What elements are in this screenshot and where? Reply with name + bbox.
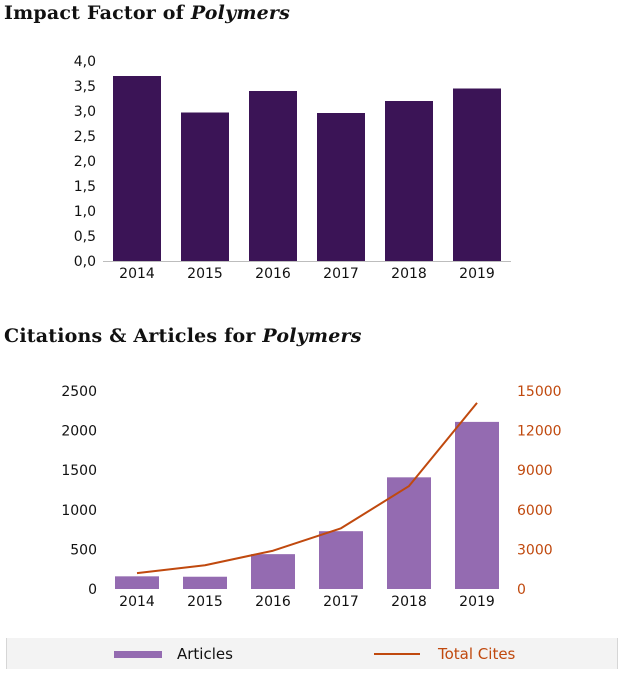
bar-articles-2017 bbox=[319, 531, 363, 589]
citations-articles-title: Citations & Articles for Polymers bbox=[4, 325, 362, 347]
x-tick-label: 2017 bbox=[323, 594, 359, 610]
y-left-tick-label: 1500 bbox=[61, 463, 97, 479]
y-tick-label: 1,5 bbox=[74, 179, 96, 195]
x-tick-label: 2019 bbox=[459, 594, 495, 610]
bar-articles-2015 bbox=[183, 576, 227, 589]
x-tick-label: 2014 bbox=[119, 266, 155, 282]
citations-title-journal: Polymers bbox=[262, 325, 362, 347]
impact-factor-title: Impact Factor of Polymers bbox=[4, 2, 290, 24]
bar-impact-factor-2017 bbox=[317, 113, 365, 261]
bar-articles-2018 bbox=[387, 477, 431, 589]
bar-articles-2019 bbox=[455, 421, 499, 589]
y-right-tick-label: 0 bbox=[517, 582, 526, 598]
x-tick-label: 2015 bbox=[187, 266, 223, 282]
bar-impact-factor-2014 bbox=[113, 76, 161, 261]
y-right-tick-label: 6000 bbox=[517, 503, 553, 519]
legend-item-articles: Articles bbox=[114, 645, 233, 663]
line-total-cites bbox=[136, 402, 478, 575]
y-tick-label: 0,5 bbox=[74, 229, 96, 245]
bar-impact-factor-2015 bbox=[181, 112, 229, 261]
y-tick-label: 2,0 bbox=[74, 154, 96, 170]
legend-swatch-total-cites bbox=[374, 653, 420, 655]
citations-title-prefix: Citations & Articles for bbox=[4, 325, 263, 347]
y-tick-label: 1,0 bbox=[74, 204, 96, 220]
y-right-tick-label: 15000 bbox=[517, 384, 562, 400]
x-tick-label: 2018 bbox=[391, 594, 427, 610]
y-tick-label: 0,0 bbox=[74, 254, 96, 270]
y-right-tick-label: 3000 bbox=[517, 542, 553, 558]
y-tick-label: 3,0 bbox=[74, 104, 96, 120]
legend-swatch-articles bbox=[114, 650, 162, 658]
y-left-tick-label: 2500 bbox=[61, 384, 97, 400]
y-left-tick-label: 0 bbox=[88, 582, 97, 598]
y-left-tick-label: 1000 bbox=[61, 503, 97, 519]
bar-articles-2016 bbox=[251, 554, 295, 589]
x-tick-label: 2016 bbox=[255, 594, 291, 610]
bar-impact-factor-2018 bbox=[385, 101, 433, 261]
bar-impact-factor-2016 bbox=[249, 91, 297, 261]
impact-title-journal: Polymers bbox=[190, 2, 291, 24]
x-tick-label: 2016 bbox=[255, 266, 291, 282]
x-tick-label: 2015 bbox=[187, 594, 223, 610]
chart-legend: Articles Total Cites bbox=[6, 638, 618, 669]
bar-impact-factor-2019 bbox=[453, 88, 501, 261]
y-tick-label: 2,5 bbox=[74, 129, 96, 145]
x-tick-label: 2018 bbox=[391, 266, 427, 282]
x-tick-label: 2017 bbox=[323, 266, 359, 282]
legend-item-total-cites: Total Cites bbox=[374, 645, 515, 663]
bar-articles-2014 bbox=[115, 576, 159, 589]
x-tick-label: 2014 bbox=[119, 594, 155, 610]
y-tick-label: 4,0 bbox=[74, 54, 96, 70]
y-right-tick-label: 12000 bbox=[517, 424, 562, 440]
citations-articles-chart: 0 500 1000 1500 2000 2500 0 3000 6000 9000 12000 15… bbox=[61, 384, 562, 610]
y-left-tick-label: 2000 bbox=[61, 424, 97, 440]
legend-label-total-cites: Total Cites bbox=[438, 645, 516, 663]
y-left-tick-label: 500 bbox=[70, 542, 97, 558]
x-tick-label: 2019 bbox=[459, 266, 495, 282]
impact-title-prefix: Impact Factor of bbox=[4, 2, 191, 24]
legend-label-articles: Articles bbox=[177, 645, 233, 663]
y-right-tick-label: 9000 bbox=[517, 463, 553, 479]
impact-factor-chart: 0,0 0,5 1,0 1,5 2,0 2,5 3,0 3,5 4,0 2014 2015 2016 2… bbox=[74, 54, 511, 282]
y-tick-label: 3,5 bbox=[74, 79, 96, 95]
